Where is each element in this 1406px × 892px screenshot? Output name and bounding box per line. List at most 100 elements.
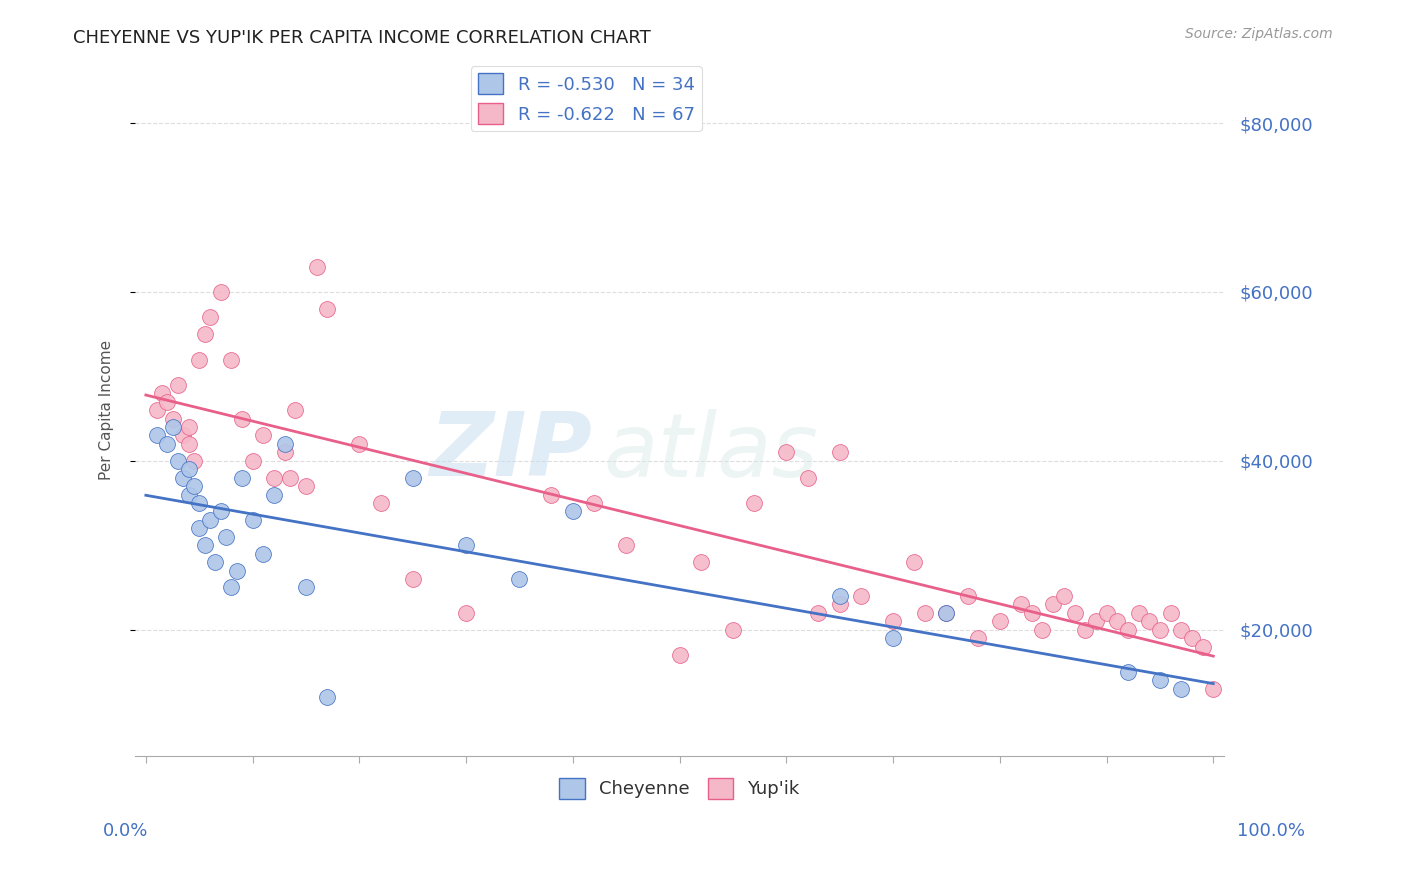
- Point: [273, 445, 295, 459]
- Point: [456, 538, 478, 552]
- Point: [204, 555, 226, 569]
- Point: [263, 487, 285, 501]
- Point: [1010, 598, 1032, 612]
- Point: [1031, 623, 1053, 637]
- Point: [183, 479, 205, 493]
- Point: [807, 606, 830, 620]
- Point: [177, 437, 200, 451]
- Point: [188, 496, 211, 510]
- Point: [172, 428, 194, 442]
- Point: [828, 598, 851, 612]
- Point: [1202, 681, 1225, 696]
- Point: [1149, 673, 1171, 688]
- Point: [177, 487, 200, 501]
- Point: [540, 487, 562, 501]
- Point: [967, 631, 990, 645]
- Point: [1074, 623, 1097, 637]
- Point: [914, 606, 936, 620]
- Point: [145, 403, 167, 417]
- Point: [1160, 606, 1182, 620]
- Point: [1128, 606, 1150, 620]
- Point: [278, 471, 301, 485]
- Point: [583, 496, 606, 510]
- Point: [1116, 623, 1139, 637]
- Point: [402, 572, 425, 586]
- Point: [1170, 681, 1192, 696]
- Point: [188, 521, 211, 535]
- Point: [1063, 606, 1085, 620]
- Point: [935, 606, 957, 620]
- Point: [1053, 589, 1076, 603]
- Point: [349, 437, 371, 451]
- Point: [614, 538, 637, 552]
- Point: [561, 504, 583, 518]
- Point: [295, 581, 318, 595]
- Point: [1191, 640, 1213, 654]
- Point: [150, 386, 173, 401]
- Y-axis label: Per Capita Income: Per Capita Income: [100, 340, 114, 480]
- Point: [742, 496, 765, 510]
- Point: [209, 504, 232, 518]
- Point: [882, 614, 904, 628]
- Point: [219, 581, 242, 595]
- Point: [1042, 598, 1064, 612]
- Point: [145, 428, 167, 442]
- Point: [828, 445, 851, 459]
- Point: [849, 589, 872, 603]
- Point: [1095, 606, 1118, 620]
- Point: [162, 411, 184, 425]
- Point: [219, 352, 242, 367]
- Point: [1021, 606, 1043, 620]
- Point: [263, 471, 285, 485]
- Point: [1116, 665, 1139, 679]
- Point: [156, 437, 179, 451]
- Point: [456, 606, 478, 620]
- Point: [775, 445, 797, 459]
- Point: [508, 572, 530, 586]
- Point: [1137, 614, 1160, 628]
- Point: [284, 403, 307, 417]
- Point: [988, 614, 1011, 628]
- Point: [295, 479, 318, 493]
- Point: [198, 513, 221, 527]
- Point: [882, 631, 904, 645]
- Point: [305, 260, 328, 274]
- Point: [903, 555, 925, 569]
- Point: [402, 471, 425, 485]
- Text: atlas: atlas: [603, 409, 818, 495]
- Text: ZIP: ZIP: [430, 409, 592, 495]
- Legend: Cheyenne, Yup'ik: Cheyenne, Yup'ik: [553, 771, 807, 806]
- Point: [721, 623, 744, 637]
- Point: [1181, 631, 1204, 645]
- Point: [225, 564, 247, 578]
- Text: 100.0%: 100.0%: [1237, 822, 1305, 839]
- Point: [796, 471, 818, 485]
- Point: [167, 377, 190, 392]
- Point: [1084, 614, 1107, 628]
- Point: [252, 428, 274, 442]
- Point: [177, 420, 200, 434]
- Point: [198, 310, 221, 325]
- Point: [1170, 623, 1192, 637]
- Point: [690, 555, 713, 569]
- Point: [194, 538, 217, 552]
- Point: [242, 513, 264, 527]
- Point: [935, 606, 957, 620]
- Point: [162, 420, 184, 434]
- Point: [242, 454, 264, 468]
- Point: [209, 285, 232, 299]
- Point: [156, 394, 179, 409]
- Point: [183, 454, 205, 468]
- Point: [370, 496, 392, 510]
- Point: [231, 471, 253, 485]
- Text: Source: ZipAtlas.com: Source: ZipAtlas.com: [1185, 27, 1333, 41]
- Point: [1149, 623, 1171, 637]
- Point: [194, 327, 217, 342]
- Point: [167, 454, 190, 468]
- Point: [215, 530, 238, 544]
- Point: [172, 471, 194, 485]
- Point: [956, 589, 979, 603]
- Point: [188, 352, 211, 367]
- Point: [273, 437, 295, 451]
- Point: [316, 301, 339, 316]
